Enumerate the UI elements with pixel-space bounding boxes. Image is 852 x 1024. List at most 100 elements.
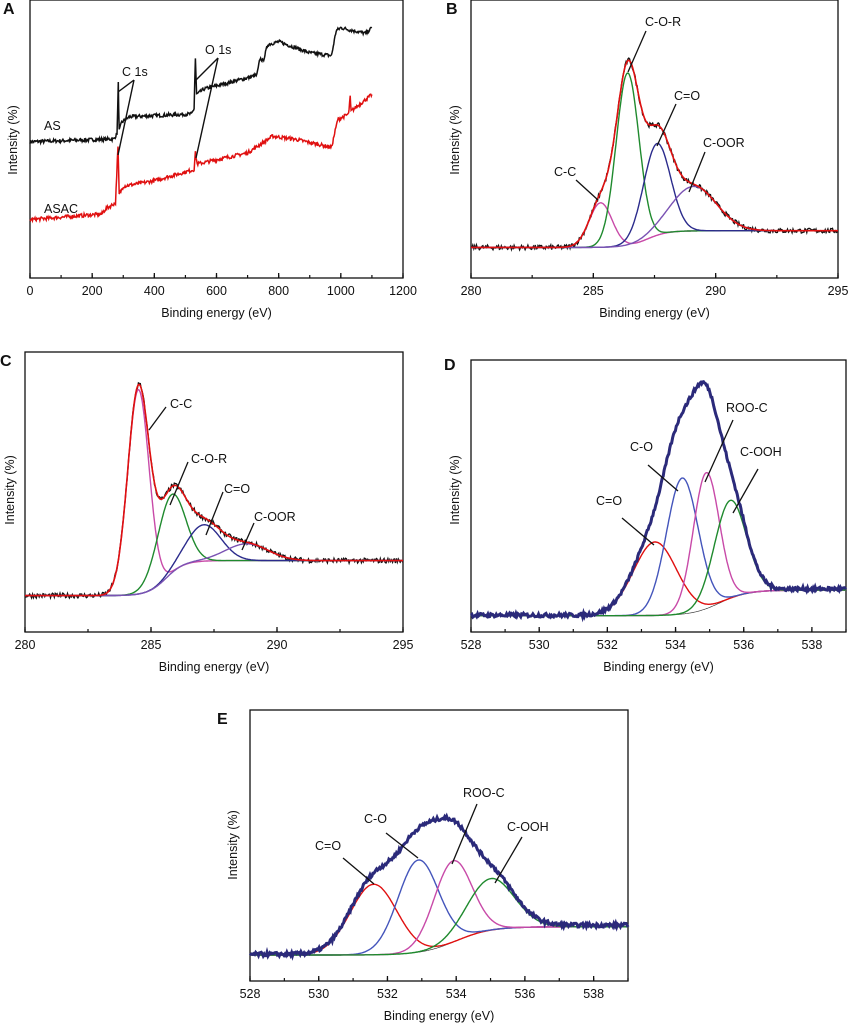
label-leader — [494, 836, 523, 884]
x-tick-label: 538 — [801, 638, 822, 652]
x-tick-label: 600 — [206, 284, 227, 298]
peak-annotation: O 1s — [205, 43, 231, 57]
component-label: C=O — [596, 494, 622, 508]
component-label: C-OOR — [703, 136, 745, 150]
x-tick-label: 280 — [461, 284, 482, 298]
component-label: C-C — [554, 165, 576, 179]
component-label: C-C — [170, 397, 192, 411]
component-c-o — [250, 859, 628, 956]
x-tick-label: 528 — [461, 638, 482, 652]
x-tick-label: 530 — [529, 638, 550, 652]
component-label: C-O-R — [191, 452, 227, 466]
label-leader — [575, 179, 599, 201]
x-tick-label: 295 — [393, 638, 414, 652]
component-c-o-r — [25, 493, 403, 597]
component-label: C-O-R — [645, 15, 681, 29]
label-leader — [621, 517, 655, 546]
background-line — [250, 926, 628, 956]
component-c-c — [25, 388, 403, 597]
component-label: C-OOR — [254, 510, 296, 524]
x-axis-label: Binding energy (eV) — [384, 1009, 494, 1023]
component-c-o-r — [471, 72, 838, 249]
label-leader — [385, 832, 419, 859]
panel-D: D Intensity (%) Binding energy (eV) 528 530 5… — [444, 357, 848, 674]
raw-spectrum — [470, 57, 839, 252]
label-leader — [732, 468, 759, 514]
x-axis-label: Binding energy (eV) — [599, 306, 709, 320]
background-line — [471, 589, 846, 616]
x-tick-label: 536 — [733, 638, 754, 652]
series-label: ASAC — [44, 202, 78, 216]
label-leader — [627, 30, 647, 73]
plot-frame — [470, 359, 847, 633]
y-axis-label: Intensity (%) — [3, 455, 17, 524]
component-label: C=O — [224, 482, 250, 496]
label-leader — [342, 857, 375, 885]
fit-envelope — [25, 383, 403, 597]
y-axis-label: Intensity (%) — [6, 105, 20, 174]
label-leader — [241, 522, 255, 551]
peak-annotation: C 1s — [122, 65, 148, 79]
x-tick-label: 536 — [514, 987, 535, 1001]
x-tick-label: 295 — [828, 284, 849, 298]
x-tick-label: 285 — [583, 284, 604, 298]
component-c-oor — [25, 543, 403, 597]
label-leader — [647, 464, 679, 492]
y-axis-label: Intensity (%) — [226, 810, 240, 879]
panel-letter: A — [3, 1, 15, 18]
annotation-leader — [117, 79, 135, 93]
component-ceqo — [250, 883, 628, 956]
component-label: ROO-C — [463, 786, 505, 800]
x-tick-label: 290 — [267, 638, 288, 652]
label-leader — [704, 419, 734, 483]
annotation-leader — [195, 57, 219, 159]
x-tick-label: 1200 — [389, 284, 417, 298]
label-leader — [451, 803, 478, 865]
x-tick-label: 532 — [597, 638, 618, 652]
panel-E: E Intensity (%) Binding energy (eV) 528 530 5… — [217, 709, 630, 1023]
annotation-leader — [195, 57, 219, 81]
fit-envelope — [471, 59, 838, 249]
component-ceqo — [471, 541, 846, 617]
series-asac — [29, 93, 373, 224]
x-axis-label: Binding energy (eV) — [603, 660, 713, 674]
x-tick-label: 290 — [705, 284, 726, 298]
series-label: AS — [44, 119, 61, 133]
y-axis-label: Intensity (%) — [448, 455, 462, 524]
panel-A: A Intensity (%) Binding energy (eV) 0 200 400… — [3, 0, 417, 320]
component-label: C-O — [630, 440, 653, 454]
label-leader — [169, 461, 189, 506]
plot-frame — [249, 709, 629, 982]
x-tick-label: 534 — [446, 987, 467, 1001]
label-leader — [148, 406, 167, 431]
x-tick-label: 400 — [144, 284, 165, 298]
x-tick-label: 528 — [240, 987, 261, 1001]
x-tick-label: 530 — [308, 987, 329, 1001]
x-tick-label: 534 — [665, 638, 686, 652]
component-label: C-OOH — [740, 445, 782, 459]
y-axis-label: Intensity (%) — [448, 105, 462, 174]
component-label: C-O — [364, 812, 387, 826]
label-leader — [205, 491, 224, 536]
raw-spectrum — [24, 381, 404, 601]
component-c-oor — [471, 185, 838, 249]
component-label: C=O — [674, 89, 700, 103]
x-tick-label: 280 — [15, 638, 36, 652]
component-roo-c — [250, 859, 628, 956]
component-c-ooh — [471, 499, 846, 617]
panel-C: C Intensity (%) Binding energy (eV) 280 285 2… — [0, 351, 414, 674]
x-tick-label: 0 — [27, 284, 34, 298]
component-label: ROO-C — [726, 401, 768, 415]
panel-letter: B — [446, 1, 458, 18]
label-leader — [656, 103, 677, 147]
x-tick-label: 285 — [141, 638, 162, 652]
x-tick-label: 532 — [377, 987, 398, 1001]
panel-letter: C — [0, 353, 12, 370]
component-label: C-OOH — [507, 820, 549, 834]
x-tick-label: 538 — [583, 987, 604, 1001]
x-tick-label: 800 — [268, 284, 289, 298]
measured-envelope — [248, 812, 630, 961]
x-axis-label: Binding energy (eV) — [161, 306, 271, 320]
panel-B: B Intensity (%) Binding energy (eV) 280 285 2… — [446, 0, 848, 320]
